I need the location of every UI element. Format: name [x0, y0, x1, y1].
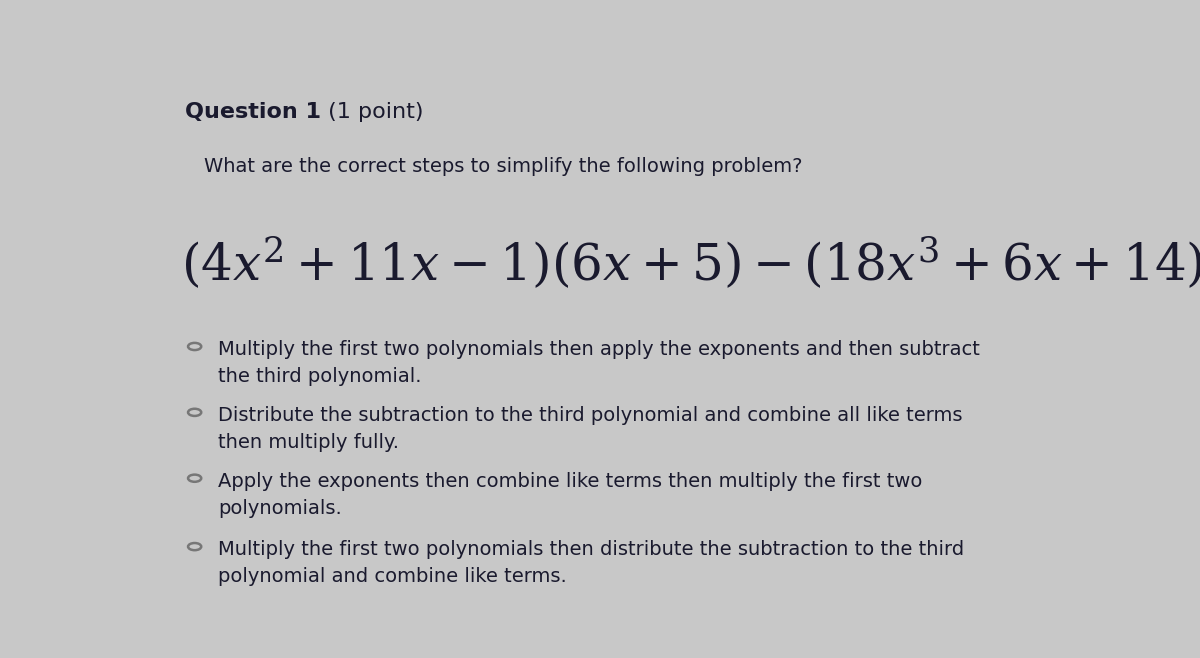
Text: Multiply the first two polynomials then apply the exponents and then subtract
th: Multiply the first two polynomials then … — [218, 340, 979, 386]
Text: What are the correct steps to simplify the following problem?: What are the correct steps to simplify t… — [204, 157, 803, 176]
Text: Distribute the subtraction to the third polynomial and combine all like terms
th: Distribute the subtraction to the third … — [218, 406, 962, 452]
Text: Multiply the first two polynomials then distribute the subtraction to the third
: Multiply the first two polynomials then … — [218, 540, 964, 586]
Text: (1 point): (1 point) — [322, 102, 424, 122]
Text: Apply the exponents then combine like terms then multiply the first two
polynomi: Apply the exponents then combine like te… — [218, 472, 923, 518]
Text: Question 1: Question 1 — [185, 102, 322, 122]
Text: $(4x^2 + 11x - 1)(6x + 5) - (18x^3 + 6x + 14)$: $(4x^2 + 11x - 1)(6x + 5) - (18x^3 + 6x … — [181, 236, 1200, 293]
